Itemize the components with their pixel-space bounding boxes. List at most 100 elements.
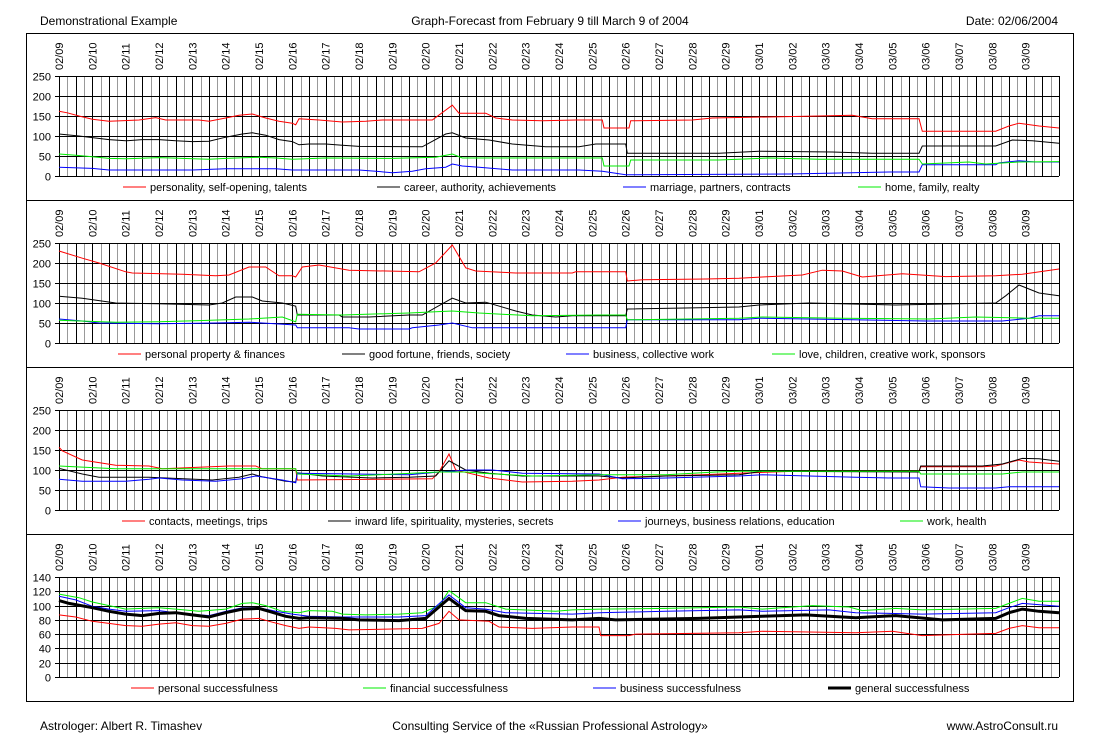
date-tick-label: 02/25	[587, 376, 599, 404]
date-tick-label: 03/01	[754, 42, 766, 70]
date-tick-label: 03/02	[787, 42, 799, 70]
date-tick-label: 03/09	[1021, 543, 1033, 571]
date-tick-label: 02/17	[321, 42, 333, 70]
footer-website[interactable]: www.AstroConsult.ru	[946, 719, 1058, 733]
legend-label: business successfulness	[620, 683, 742, 695]
date-tick-label: 02/28	[687, 376, 699, 404]
date-tick-label: 02/15	[254, 543, 266, 571]
date-tick-label: 02/28	[687, 209, 699, 237]
y-tick-label: 100	[33, 132, 51, 144]
date-tick-label: 02/12	[154, 209, 166, 237]
date-tick-label: 02/17	[321, 376, 333, 404]
series-line-2	[58, 457, 1060, 483]
date-tick-label: 02/24	[554, 42, 566, 70]
date-tick-label: 03/04	[854, 42, 866, 70]
date-tick-label: 02/23	[521, 42, 533, 70]
y-tick-label: 0	[45, 506, 51, 518]
date-tick-label: 03/04	[854, 209, 866, 237]
date-tick-label: 03/09	[1021, 42, 1033, 70]
footer-service: Consulting Service of the «Russian Profe…	[392, 719, 708, 733]
date-tick-label: 02/11	[121, 43, 133, 70]
y-tick-label: 120	[33, 587, 51, 599]
legend-label: career, authority, achievements	[404, 182, 557, 194]
date-tick-label: 02/25	[587, 543, 599, 571]
series-line-2	[58, 132, 1060, 154]
date-tick-label: 02/09	[54, 543, 66, 571]
y-tick-label: 50	[39, 152, 51, 164]
date-tick-label: 02/26	[621, 376, 633, 404]
date-tick-label: 02/15	[254, 376, 266, 404]
y-tick-label: 100	[33, 602, 51, 614]
legend-label: business, collective work	[593, 349, 715, 361]
legend-label: general successfulness	[855, 683, 970, 695]
date-tick-label: 03/03	[821, 376, 833, 404]
y-tick-label: 0	[45, 172, 51, 184]
date-tick-label: 02/14	[221, 209, 233, 237]
legend-label: inward life, spirituality, mysteries, se…	[355, 516, 554, 528]
chart-panel-4: 02/09 02/10 02/11 02/12 02/13 02/14 02/15 02/16…	[33, 543, 1060, 695]
y-tick-label: 0	[45, 339, 51, 351]
date-tick-label: 02/26	[621, 543, 633, 571]
date-tick-label: 02/28	[687, 543, 699, 571]
date-tick-label: 02/21	[454, 209, 466, 237]
date-tick-label: 02/13	[187, 543, 199, 571]
date-tick-label: 02/25	[587, 209, 599, 237]
legend-label: marriage, partners, contracts	[650, 182, 791, 194]
date-tick-label: 03/02	[787, 209, 799, 237]
date-tick-label: 03/01	[754, 209, 766, 237]
date-tick-label: 02/19	[387, 209, 399, 237]
chart-panel-3: 02/09 02/10 02/11 02/12 02/13 02/14 02/15 02/16…	[33, 376, 1060, 528]
y-tick-label: 50	[39, 319, 51, 331]
y-tick-label: 250	[33, 406, 51, 418]
date-tick-label: 02/15	[254, 42, 266, 70]
date-tick-label: 02/09	[54, 376, 66, 404]
y-tick-label: 60	[39, 630, 51, 642]
date-tick-label: 02/25	[587, 42, 599, 70]
y-tick-label: 250	[33, 72, 51, 84]
y-tick-label: 250	[33, 239, 51, 251]
chart-title: Graph-Forecast from February 9 till Marc…	[411, 14, 689, 28]
date-tick-label: 03/07	[954, 209, 966, 237]
legend-label: home, family, realty	[885, 182, 980, 194]
date-tick-label: 02/27	[654, 543, 666, 571]
date-tick-label: 03/04	[854, 376, 866, 404]
date-tick-label: 02/18	[354, 376, 366, 404]
date-tick-label: 02/17	[321, 543, 333, 571]
date-tick-label: 02/23	[521, 209, 533, 237]
date-tick-label: 02/18	[354, 209, 366, 237]
series-line-4	[58, 153, 1060, 167]
series-line-3	[58, 469, 1059, 489]
y-tick-label: 200	[33, 426, 51, 438]
legend-label: contacts, meetings, trips	[149, 516, 268, 528]
date-tick-label: 03/09	[1021, 376, 1033, 404]
date-tick-label: 02/16	[287, 209, 299, 237]
date-tick-label: 02/29	[721, 543, 733, 571]
y-tick-label: 150	[33, 446, 51, 458]
date-tick-label: 02/18	[354, 42, 366, 70]
date-tick-label: 03/05	[887, 376, 899, 404]
y-tick-label: 200	[33, 259, 51, 271]
date-tick-label: 03/06	[921, 376, 933, 404]
date-tick-label: 02/27	[654, 376, 666, 404]
series-line-4	[58, 596, 1060, 623]
y-tick-label: 100	[33, 299, 51, 311]
date-tick-label: 02/27	[654, 42, 666, 70]
chart-panel-1: 02/09 02/10 02/11 02/12 02/13 02/14 02/15 02/16…	[33, 42, 1060, 194]
date-tick-label: 02/12	[154, 543, 166, 571]
date-tick-label: 02/11	[121, 544, 133, 571]
date-tick-label: 03/03	[821, 543, 833, 571]
date-tick-label: 02/19	[387, 42, 399, 70]
legend-label: journeys, business relations, education	[644, 516, 835, 528]
chart-panel-2: 02/09 02/10 02/11 02/12 02/13 02/14 02/15 02/16…	[33, 209, 1060, 361]
date-tick-label: 02/09	[54, 42, 66, 70]
y-tick-label: 200	[33, 92, 51, 104]
date-tick-label: 02/24	[554, 376, 566, 404]
series-line-4	[58, 465, 1059, 477]
legend-label: personal successfulness	[158, 683, 278, 695]
y-tick-label: 20	[39, 659, 51, 671]
date-tick-label: 02/22	[487, 376, 499, 404]
date-tick-label: 02/22	[487, 209, 499, 237]
date-tick-label: 03/07	[954, 376, 966, 404]
y-tick-label: 80	[39, 616, 51, 628]
